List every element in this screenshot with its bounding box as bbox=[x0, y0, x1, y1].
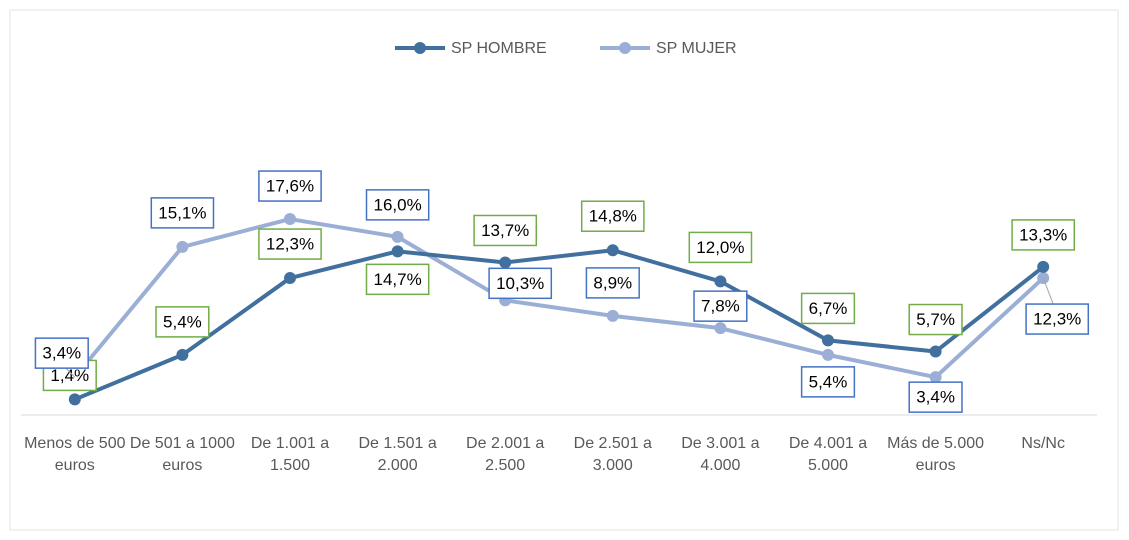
data-label: 13,3% bbox=[1019, 225, 1067, 244]
label-frame bbox=[688, 231, 753, 264]
label-frame bbox=[908, 381, 963, 413]
data-label: 3,4% bbox=[42, 344, 81, 363]
label-frame bbox=[908, 303, 963, 336]
data-label-box: 14,7% bbox=[365, 263, 430, 296]
data-label: 6,7% bbox=[809, 299, 848, 318]
data-label: 1,4% bbox=[50, 366, 89, 385]
data-point bbox=[929, 371, 942, 384]
data-label: 14,8% bbox=[589, 207, 637, 226]
label-frame bbox=[580, 200, 645, 232]
data-label-box: 5,7% bbox=[908, 303, 963, 336]
legend-marker bbox=[619, 42, 631, 54]
data-label: 5,7% bbox=[916, 310, 955, 329]
data-label: 12,3% bbox=[266, 235, 314, 254]
label-frame bbox=[34, 337, 89, 369]
data-label-box: 13,7% bbox=[473, 214, 538, 247]
data-label-box: 15,1% bbox=[150, 197, 215, 229]
data-label-box: 8,9% bbox=[585, 267, 640, 299]
data-point bbox=[714, 275, 727, 288]
x-tick-label: De 501 a 1000 euros bbox=[129, 435, 235, 474]
label-frame bbox=[258, 170, 322, 202]
data-label: 14,7% bbox=[373, 270, 421, 289]
legend-label: SP MUJER bbox=[656, 40, 737, 57]
x-tick-label: Más de 5.000 euros bbox=[887, 435, 985, 474]
data-label: 8,9% bbox=[593, 273, 632, 292]
x-tick-label: De 3.001 a 4.000 bbox=[681, 435, 760, 474]
label-frame bbox=[1025, 303, 1090, 335]
data-point bbox=[929, 345, 942, 358]
label-frame bbox=[800, 366, 856, 398]
data-label-box: 10,3% bbox=[488, 267, 553, 300]
data-point bbox=[284, 213, 296, 226]
data-label: 10,3% bbox=[496, 274, 544, 293]
label-frame bbox=[155, 306, 210, 338]
data-label: 12,3% bbox=[1033, 310, 1081, 329]
leader-line bbox=[1042, 277, 1054, 305]
data-label-box: 13,3% bbox=[1011, 219, 1076, 251]
data-label-box: 7,8% bbox=[693, 290, 748, 322]
label-frame bbox=[488, 267, 553, 300]
series-line bbox=[74, 248, 1045, 402]
data-point bbox=[176, 348, 189, 361]
data-label-box: 14,8% bbox=[580, 200, 645, 232]
label-frame bbox=[693, 290, 748, 322]
data-label-box: 12,3% bbox=[1025, 303, 1090, 335]
data-point bbox=[499, 256, 512, 269]
chart-border bbox=[9, 9, 1119, 531]
data-label: 15,1% bbox=[158, 203, 206, 222]
data-label-box: 3,4% bbox=[34, 337, 89, 369]
data-point bbox=[391, 230, 404, 243]
data-point bbox=[606, 309, 619, 322]
legend-marker bbox=[414, 42, 426, 54]
label-frame bbox=[365, 263, 430, 296]
data-label-box: 17,6% bbox=[258, 170, 322, 202]
series-line bbox=[73, 217, 1045, 380]
data-point bbox=[714, 322, 727, 335]
data-label-box: 5,4% bbox=[155, 306, 210, 338]
data-label: 3,4% bbox=[916, 388, 955, 407]
data-point bbox=[391, 245, 404, 258]
data-label-box: 12,0% bbox=[688, 231, 753, 264]
data-point bbox=[68, 393, 81, 406]
data-point bbox=[606, 244, 619, 257]
data-label: 16,0% bbox=[373, 195, 421, 214]
x-tick-label: Menos de 500 euros bbox=[24, 435, 126, 474]
data-point bbox=[822, 348, 834, 361]
data-label: 17,6% bbox=[266, 177, 314, 196]
label-frame bbox=[150, 197, 215, 229]
x-tick-label: De 2.001 a 2.500 bbox=[466, 435, 545, 474]
x-tick-label: Ns/Nc bbox=[1021, 435, 1065, 452]
data-label: 5,4% bbox=[809, 372, 848, 391]
label-frame bbox=[473, 214, 538, 247]
leader-line bbox=[65, 367, 76, 378]
data-label: 12,0% bbox=[696, 238, 744, 257]
label-frame bbox=[365, 189, 430, 221]
legend-label: SP HOMBRE bbox=[451, 40, 547, 57]
data-label: 5,4% bbox=[163, 312, 202, 331]
data-point bbox=[284, 272, 296, 285]
data-label-box: 6,7% bbox=[800, 292, 856, 325]
x-tick-label: De 1.001 a 1.500 bbox=[250, 435, 330, 474]
label-frame bbox=[258, 228, 322, 260]
data-label: 13,7% bbox=[481, 221, 529, 240]
x-tick-label: De 1.501 a 2.000 bbox=[358, 435, 437, 474]
data-label-box: 3,4% bbox=[908, 381, 963, 413]
data-point bbox=[176, 240, 189, 253]
label-frame bbox=[585, 267, 640, 299]
x-tick-label: De 2.501 a 3.000 bbox=[573, 435, 652, 474]
data-point bbox=[822, 334, 834, 347]
data-label: 7,8% bbox=[701, 297, 740, 316]
data-label-box: 16,0% bbox=[365, 189, 430, 221]
data-point bbox=[1037, 260, 1050, 273]
data-label-box: 12,3% bbox=[258, 228, 322, 260]
x-tick-label: De 4.001 a 5.000 bbox=[788, 435, 868, 474]
label-frame bbox=[1011, 219, 1076, 251]
data-label-box: 5,4% bbox=[800, 366, 856, 398]
label-frame bbox=[800, 292, 856, 325]
